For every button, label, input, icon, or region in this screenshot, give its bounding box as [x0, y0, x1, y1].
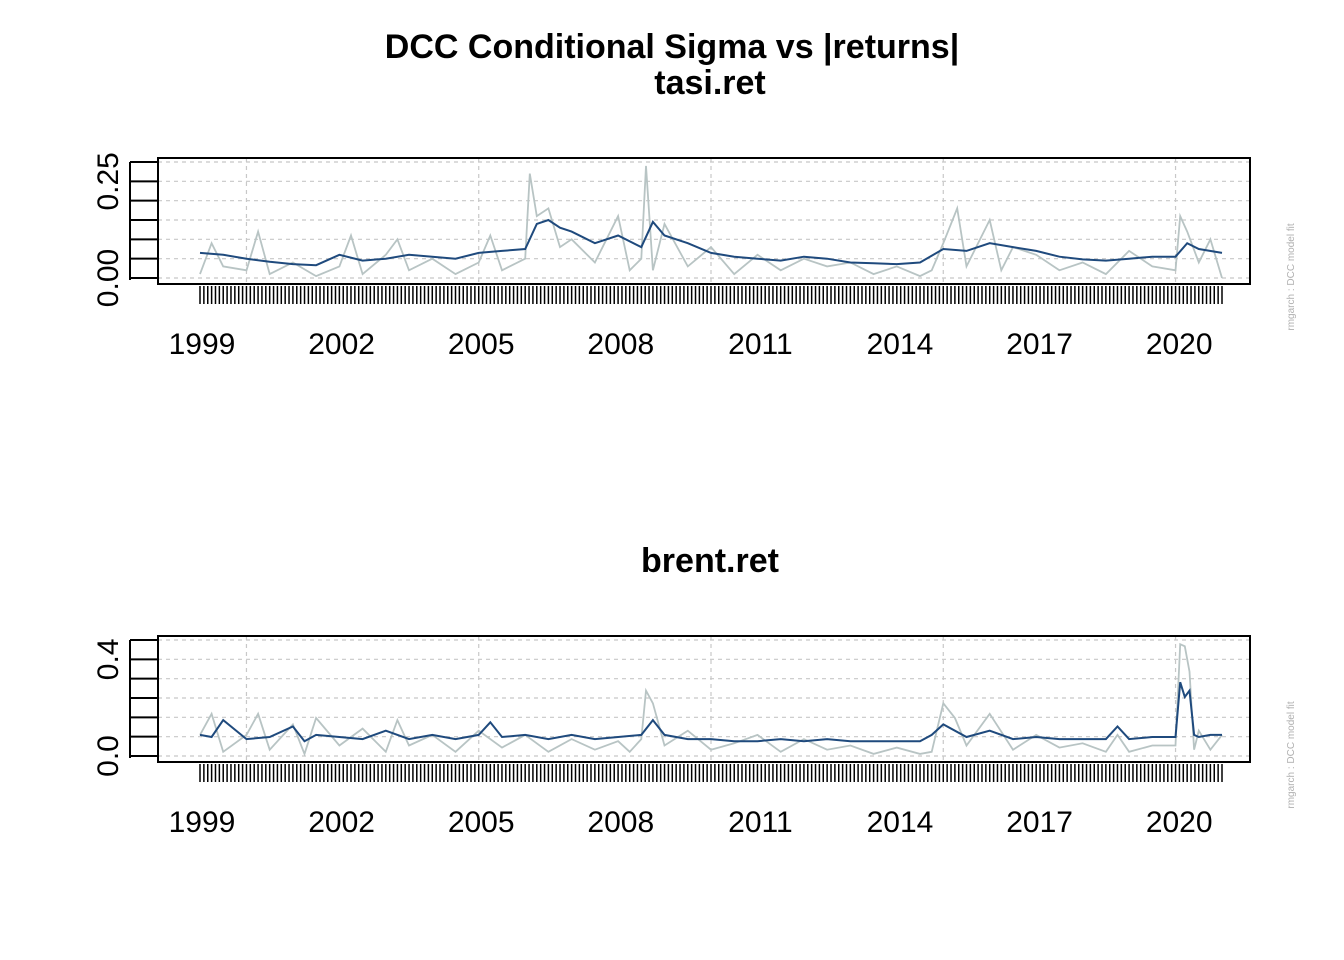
- series-line-abs-returns: [199, 642, 1223, 757]
- x-tick-label: 1999: [169, 328, 236, 361]
- x-tick-label: 2014: [867, 806, 934, 839]
- side-note: rmgarch : DCC model fit: [1286, 223, 1297, 330]
- x-tick-label: 2002: [308, 328, 375, 361]
- x-tick-label: 2017: [1006, 328, 1073, 361]
- x-tick-label: 2005: [448, 328, 515, 361]
- series-line-sigma: [199, 218, 1223, 267]
- x-tick-label: 2014: [867, 328, 934, 361]
- x-tick-label: 2020: [1146, 328, 1213, 361]
- panel-title-brent: brent.ret: [641, 542, 779, 580]
- panel-title-tasi: tasi.ret: [654, 64, 766, 102]
- x-tick-label: 2020: [1146, 806, 1213, 839]
- y-tick-label: 0.4: [92, 638, 125, 680]
- y-tick-label: 0.25: [92, 152, 125, 210]
- series-line-sigma: [199, 681, 1222, 743]
- x-tick-label: 2008: [587, 806, 654, 839]
- x-tick-label: 2002: [308, 806, 375, 839]
- panel-tasi: tasi.ret 0.00 0.25 1999 2002 2005 2008 2011 201…: [92, 64, 1297, 361]
- series-line-abs-returns: [199, 165, 1223, 279]
- panel-brent: brent.ret 0.0 0.4 1999 2002 2005 2008 2011 2014…: [92, 542, 1297, 839]
- y-tick-label: 0.00: [92, 249, 125, 307]
- x-tick-label: 1999: [169, 806, 236, 839]
- figure-title: DCC Conditional Sigma vs |returns|: [385, 28, 959, 66]
- x-tick-label: 2008: [587, 328, 654, 361]
- y-tick-label: 0.0: [92, 735, 125, 777]
- x-tick-label: 2011: [728, 806, 793, 839]
- x-tick-label: 2011: [728, 328, 793, 361]
- x-tick-label: 2005: [448, 806, 515, 839]
- x-tick-label: 2017: [1006, 806, 1073, 839]
- side-note: rmgarch : DCC model fit: [1286, 701, 1297, 808]
